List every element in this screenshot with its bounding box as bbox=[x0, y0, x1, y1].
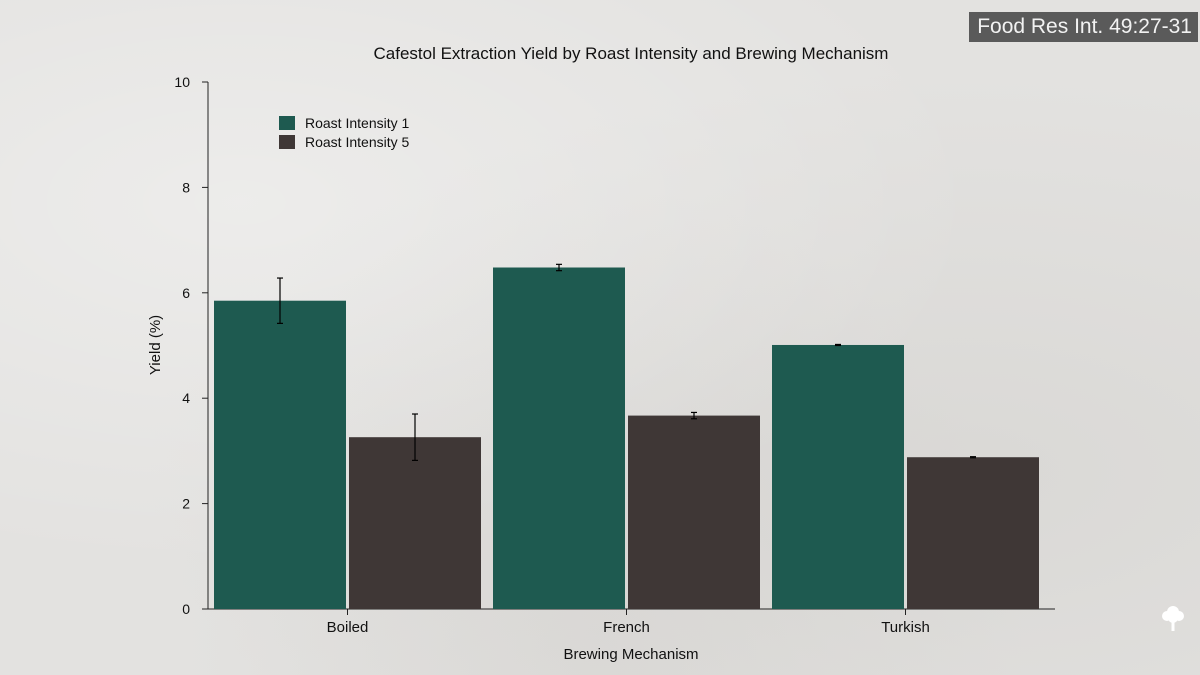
chart-title: Cafestol Extraction Yield by Roast Inten… bbox=[374, 44, 889, 63]
bar bbox=[907, 457, 1039, 609]
x-tick-label: Turkish bbox=[881, 619, 930, 636]
error-bars-group bbox=[277, 263, 976, 461]
legend-label: Roast Intensity 1 bbox=[305, 115, 409, 131]
x-tick-label: French bbox=[603, 619, 650, 636]
y-tick-label: 6 bbox=[182, 285, 190, 301]
bar bbox=[628, 415, 760, 609]
legend: Roast Intensity 1 Roast Intensity 5 bbox=[279, 115, 409, 150]
y-tick-label: 0 bbox=[182, 601, 190, 617]
legend-swatch bbox=[279, 135, 295, 149]
x-tick-label: Boiled bbox=[327, 619, 369, 636]
source-citation-badge: Food Res Int. 49:27-31 bbox=[969, 12, 1198, 42]
tree-icon bbox=[1162, 606, 1184, 631]
bar bbox=[349, 437, 481, 609]
x-axis-label: Brewing Mechanism bbox=[563, 646, 698, 663]
y-tick-label: 2 bbox=[182, 496, 190, 512]
bar bbox=[772, 344, 904, 609]
legend-swatch bbox=[279, 116, 295, 130]
bars-group bbox=[214, 267, 1039, 609]
bar bbox=[214, 300, 346, 609]
legend-label: Roast Intensity 5 bbox=[305, 134, 409, 150]
bar bbox=[493, 267, 625, 609]
y-tick-label: 4 bbox=[182, 390, 190, 406]
y-axis-label: Yield (%) bbox=[147, 315, 164, 375]
y-tick-label: 10 bbox=[174, 74, 190, 90]
y-tick-label: 8 bbox=[182, 179, 190, 195]
